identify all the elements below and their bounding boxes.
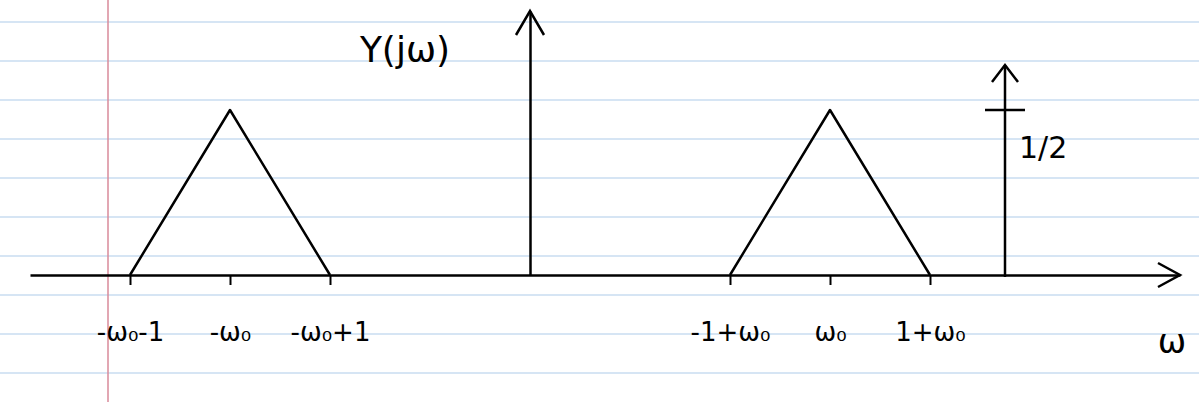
x-tick: 1+ω₀ xyxy=(895,275,966,347)
impulse xyxy=(985,65,1025,277)
x-tick: -ω₀+1 xyxy=(291,275,371,347)
plot-area xyxy=(130,65,1025,277)
paper-line xyxy=(0,60,1199,62)
x-tick-mark xyxy=(830,275,832,285)
x-tick-label: ω₀ xyxy=(814,317,846,347)
paper-line xyxy=(0,372,1199,374)
paper-line xyxy=(0,255,1199,257)
x-tick-label: 1+ω₀ xyxy=(895,317,966,347)
x-tick-label: -1+ω₀ xyxy=(691,317,771,347)
labels: 1/2 Y(jω) ω xyxy=(359,29,1186,361)
x-tick: -ω₀ xyxy=(210,275,252,347)
spectrum-line xyxy=(730,110,930,275)
paper xyxy=(0,0,1199,402)
paper-line xyxy=(0,21,1199,23)
x-tick-label: -ω₀+1 xyxy=(291,317,371,347)
x-tick: -ω₀-1 xyxy=(97,275,165,347)
data-label: 1/2 xyxy=(1019,130,1067,165)
x-tick: -1+ω₀ xyxy=(691,275,771,347)
x-tick: ω₀ xyxy=(814,275,846,347)
impulse-arrow xyxy=(992,65,1018,82)
x-tick-label: -ω₀ xyxy=(210,317,252,347)
paper-line xyxy=(0,333,1199,335)
paper-line xyxy=(0,177,1199,179)
y-axis-line xyxy=(529,12,532,276)
x-tick-mark xyxy=(130,275,132,285)
axis-arrows xyxy=(516,11,1180,287)
y-axis-arrow xyxy=(516,11,544,35)
paper-line xyxy=(0,294,1199,296)
x-tick-mark xyxy=(730,275,732,285)
x-tick-mark xyxy=(930,275,932,285)
chart: -ω₀-1 -ω₀ -ω₀+1 -1+ω₀ ω₀ 1+ω₀ 1/2 Y(jω) ω xyxy=(0,0,1199,402)
paper-line xyxy=(0,99,1199,101)
y-axis-title: Y(jω) xyxy=(359,29,450,70)
y-axis xyxy=(530,12,531,276)
x-tick-mark xyxy=(230,275,232,285)
x-axis-title: ω xyxy=(1158,321,1186,361)
impulse-height xyxy=(985,109,1025,112)
x-axis: -ω₀-1 -ω₀ -ω₀+1 -1+ω₀ ω₀ 1+ω₀ xyxy=(31,275,1181,347)
spectrum-line xyxy=(130,110,330,275)
x-tick-label: -ω₀-1 xyxy=(97,317,165,347)
impulse-stem xyxy=(1004,65,1007,277)
paper-line xyxy=(0,216,1199,218)
background xyxy=(0,0,1199,402)
x-axis-arrow xyxy=(1158,263,1180,287)
x-tick-mark xyxy=(330,275,332,285)
x-axis-line xyxy=(31,274,1181,277)
